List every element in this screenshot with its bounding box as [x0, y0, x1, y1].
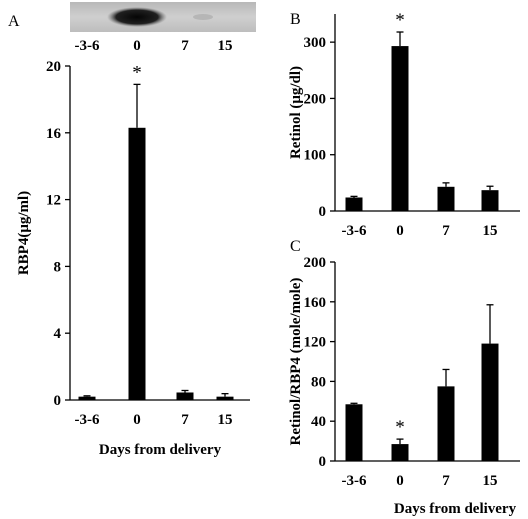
x-tick-label: 0 [396, 223, 404, 239]
blot-lane-label: 15 [218, 38, 233, 54]
blot-lane-label: 0 [133, 38, 141, 54]
y-tick-label: 80 [311, 374, 326, 390]
blot-lane-label: -3-6 [75, 38, 100, 54]
western-blot [70, 2, 256, 32]
panel-a: A -3-6 0 7 15 0 4 8 12 16 20 -3-6 * 0 7 15 RBP4(μg/ml)… [8, 2, 256, 458]
x-tick-label: 7 [181, 412, 189, 428]
panel-b-letter: B [290, 11, 301, 28]
bar [437, 186, 455, 211]
panel-c-letter: C [290, 238, 301, 255]
x-tick-label: 15 [483, 473, 498, 489]
y-tick-label: 40 [311, 414, 326, 430]
y-axis-label: Retinol (μg/dl) [288, 66, 304, 159]
bar [391, 46, 409, 211]
bar [345, 404, 363, 461]
chart-a: 0 4 8 12 16 20 -3-6 * 0 7 15 RBP4(μg/ml) Days from d… [16, 59, 250, 458]
bar [176, 392, 194, 400]
blot-band-day7 [193, 14, 213, 20]
y-tick-label: 16 [46, 126, 62, 142]
x-tick-label: 0 [133, 412, 141, 428]
blot-lane-labels: -3-6 0 7 15 [75, 38, 233, 54]
x-tick-label: 0 [396, 473, 404, 489]
y-tick-label: 200 [304, 255, 327, 271]
y-tick-label: 8 [54, 259, 62, 275]
panel-c: C 0 40 80 120 160 200 -3-6 * 0 7 15 Retinol/RBP4 (m… [288, 238, 520, 517]
x-tick-label: 7 [442, 223, 450, 239]
bar [481, 190, 499, 211]
y-tick-label: 12 [46, 193, 61, 209]
x-tick-label: 7 [442, 473, 450, 489]
y-tick-label: 0 [54, 393, 62, 409]
bar [481, 343, 499, 461]
significance-marker: * [132, 62, 142, 83]
y-axis-label: RBP4(μg/ml) [16, 191, 32, 275]
x-tick-label: -3-6 [342, 223, 367, 239]
x-tick-label: -3-6 [75, 412, 100, 428]
blot-lane-label: 7 [181, 38, 189, 54]
y-tick-label: 4 [54, 326, 62, 342]
bar [78, 396, 96, 400]
x-axis-label: Days from delivery [99, 442, 222, 458]
y-tick-label: 160 [304, 295, 327, 311]
bar [391, 444, 409, 461]
panel-b: B 0 100 200 300 -3-6 * 0 7 15 Retinol (μg/dl) [288, 10, 520, 239]
y-tick-label: 120 [304, 335, 327, 351]
y-axis-label: Retinol/RBP4 (mole/mole) [288, 278, 304, 446]
significance-marker: * [395, 10, 405, 31]
chart-c: 0 40 80 120 160 200 -3-6 * 0 7 15 Retinol/RBP4 (mol… [288, 255, 520, 517]
significance-marker: * [395, 417, 405, 438]
x-tick-label: -3-6 [342, 473, 367, 489]
panel-a-letter: A [8, 13, 20, 30]
x-axis-label: Days from delivery [394, 501, 517, 517]
y-tick-label: 20 [46, 59, 61, 75]
bar [345, 197, 363, 211]
y-tick-label: 0 [319, 204, 327, 220]
x-tick-label: 15 [218, 412, 233, 428]
y-tick-label: 200 [304, 91, 327, 107]
y-tick-label: 300 [304, 35, 327, 51]
bar [128, 127, 146, 400]
y-tick-label: 100 [304, 148, 327, 164]
bar [216, 396, 234, 400]
x-tick-label: 15 [483, 223, 498, 239]
bar [437, 386, 455, 461]
blot-band-day0 [107, 7, 167, 27]
y-tick-label: 0 [319, 454, 327, 470]
chart-b: 0 100 200 300 -3-6 * 0 7 15 Retinol (μg/dl) [288, 10, 520, 239]
